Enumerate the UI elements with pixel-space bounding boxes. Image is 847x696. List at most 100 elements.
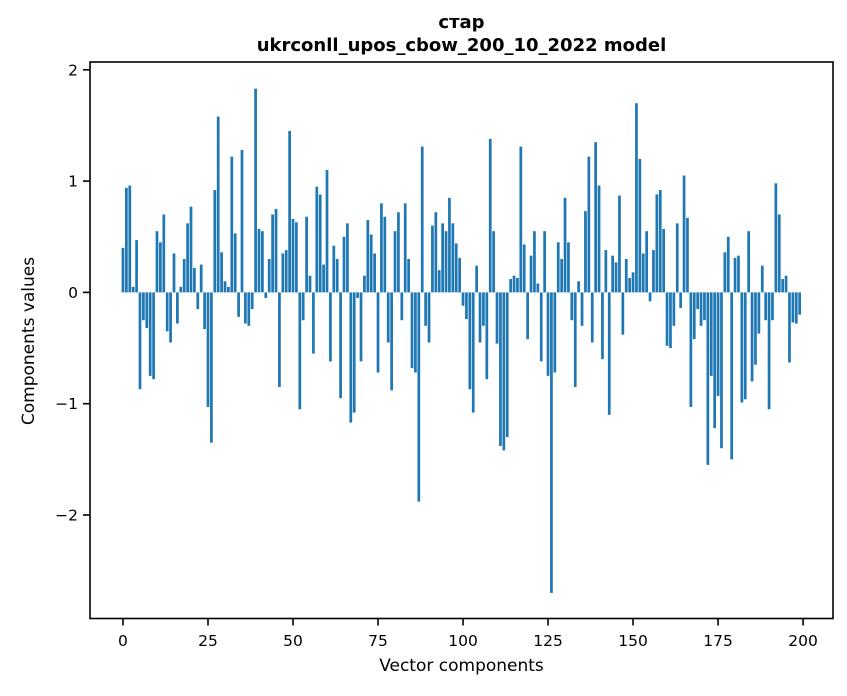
bar: [468, 292, 472, 390]
bar: [754, 292, 757, 365]
bar: [213, 190, 217, 293]
bar: [580, 292, 584, 326]
bar: [206, 292, 210, 408]
bar: [618, 195, 621, 293]
bar: [621, 292, 625, 335]
bar: [152, 292, 155, 380]
bar: [689, 292, 693, 408]
bar: [335, 259, 339, 293]
bar: [176, 292, 179, 324]
x-tick-label: 175: [703, 632, 733, 650]
bar: [220, 252, 223, 293]
bar: [420, 146, 424, 293]
bar: [271, 214, 274, 293]
bar: [397, 212, 400, 293]
bar: [203, 292, 206, 330]
bar: [128, 185, 132, 293]
bar: [342, 236, 346, 293]
bar: [740, 292, 744, 403]
bar: [471, 292, 475, 413]
y-tick-label: 1: [68, 173, 78, 191]
bar: [709, 292, 713, 376]
bar: [145, 292, 149, 329]
bar: [298, 292, 302, 410]
x-tick-label: 50: [283, 632, 303, 650]
bar: [747, 231, 751, 293]
bar: [699, 292, 703, 326]
bar: [165, 292, 169, 332]
bar: [604, 250, 608, 293]
bar: [573, 292, 577, 387]
bar: [686, 217, 689, 293]
bar: [148, 292, 152, 376]
bar: [135, 240, 138, 293]
bar: [274, 208, 278, 293]
bar: [244, 292, 247, 324]
bar: [179, 286, 183, 293]
bar: [706, 292, 710, 465]
bar: [611, 255, 615, 293]
bar: [458, 257, 461, 293]
bar: [305, 216, 308, 293]
bar: [315, 186, 319, 293]
x-axis-label: Vector components: [379, 656, 544, 676]
bar: [261, 231, 264, 293]
bar: [624, 259, 628, 293]
bar: [675, 223, 679, 293]
bar: [359, 292, 363, 362]
bar: [733, 257, 737, 293]
bar: [308, 275, 312, 293]
bar: [403, 203, 407, 293]
bar: [730, 292, 734, 460]
bar: [441, 223, 444, 293]
bar: [169, 292, 172, 343]
bar: [216, 116, 220, 293]
bar: [264, 292, 268, 298]
bar: [291, 218, 295, 293]
bar: [257, 228, 261, 293]
plot-border-spines: [89, 61, 834, 620]
bar: [339, 292, 342, 399]
y-tick-label: 0: [68, 284, 78, 302]
bar: [519, 146, 523, 293]
bar: [448, 197, 451, 293]
bar: [798, 292, 802, 315]
bar: [601, 292, 604, 360]
bar: [777, 214, 781, 293]
bar: [329, 292, 332, 362]
chart-title-model: ukrconll_upos_cbow_200_10_2022 model: [257, 35, 667, 56]
bar: [522, 244, 526, 293]
bar: [159, 242, 162, 293]
bar: [131, 286, 135, 293]
bar: [427, 292, 431, 343]
bar: [223, 281, 227, 293]
bar: [539, 292, 543, 362]
bar: [560, 259, 563, 293]
bar: [295, 222, 298, 293]
bar: [434, 212, 438, 293]
bar: [278, 292, 281, 387]
bar: [760, 265, 764, 293]
y-tick-label: −1: [55, 395, 78, 413]
bar: [186, 223, 189, 293]
bar: [182, 259, 186, 293]
bar: [662, 228, 666, 293]
bar: [352, 292, 356, 413]
bar: [607, 292, 611, 415]
bar: [380, 203, 383, 293]
x-tick-label: 150: [618, 632, 648, 650]
bar: [550, 292, 553, 593]
bar: [138, 292, 142, 390]
bar: [227, 286, 230, 293]
bar: [570, 292, 574, 321]
bars-series: [121, 88, 802, 593]
bar: [199, 264, 203, 293]
bar: [505, 292, 509, 438]
bar: [533, 231, 536, 293]
bar: [750, 292, 754, 382]
bar: [121, 247, 125, 293]
bar: [230, 156, 234, 293]
bar: [142, 292, 145, 321]
bar: [193, 267, 196, 293]
